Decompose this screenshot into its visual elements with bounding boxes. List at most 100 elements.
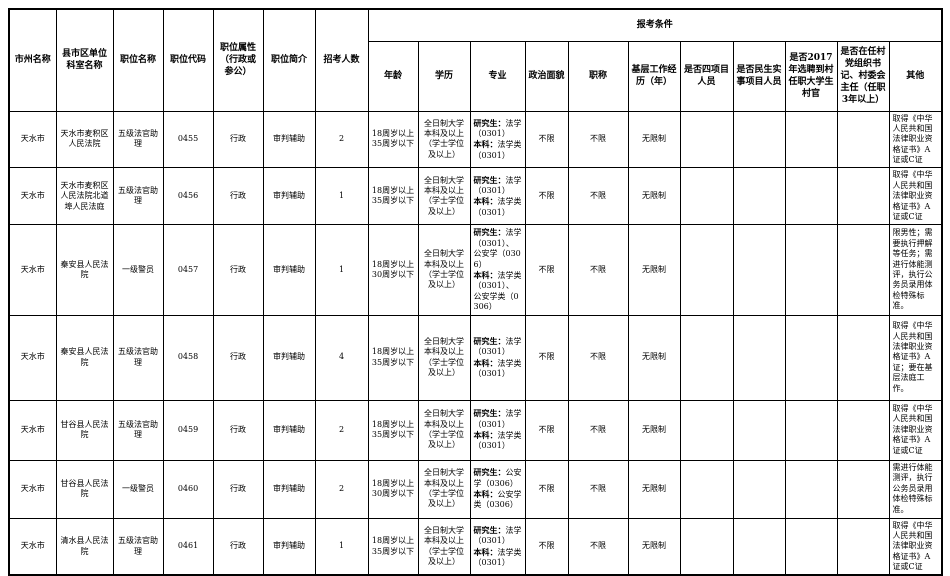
cell-experience: 无限制 <box>627 459 681 519</box>
cell-intro: 审判辅助 <box>262 167 316 226</box>
cell-attribute: 行政 <box>212 167 264 226</box>
cell-other: 取得《中华人民共和国法律职业资格证书》A证或C证 <box>888 517 943 576</box>
major-undergraduate: 本科：法学类（0301）、公安学类（0306） <box>474 270 522 313</box>
cell-unit: 甘谷县人民法院 <box>55 399 114 461</box>
major-undergraduate-label: 本科： <box>473 546 498 557</box>
cell-livelihood <box>732 110 786 169</box>
major-undergraduate-value: 法学类（0301） <box>473 140 522 160</box>
cell-attribute: 行政 <box>212 224 264 316</box>
major-undergraduate-value: 公安学类（0306） <box>473 490 522 510</box>
cell-position: 五级法官助理 <box>112 399 164 461</box>
cell-code: 0459 <box>162 399 214 461</box>
cell-experience: 无限制 <box>627 110 681 169</box>
cell-major: 研究生：法学（0301） 本科：法学类（0301） <box>469 314 526 401</box>
col-header-conditions: 报考条件 <box>367 8 943 42</box>
cell-count: 1 <box>314 167 369 226</box>
major-graduate-value: 公安学（0306） <box>473 468 522 488</box>
col-header-code: 职位代码 <box>162 8 214 112</box>
cell-political: 不限 <box>524 517 569 576</box>
cell-age: 18周岁以上35周岁以下 <box>367 399 419 461</box>
cell-experience: 无限制 <box>627 399 681 461</box>
cell-other: 需进行体能测评，执行公务员录用体检特殊标准。 <box>888 459 943 519</box>
cell-other: 限男性；需要执行押解等任务；需进行体能测评，执行公务员录用体检特殊标准。 <box>888 224 943 316</box>
cell-village-2017 <box>784 399 838 461</box>
cell-four-project <box>679 314 734 401</box>
major-graduate-label: 研究生： <box>473 408 506 419</box>
cell-position: 五级法官助理 <box>112 110 164 169</box>
cell-four-project <box>679 110 734 169</box>
col-header-position: 职位名称 <box>112 8 164 112</box>
major-undergraduate-label: 本科： <box>473 430 498 441</box>
cell-count: 2 <box>314 399 369 461</box>
col-header-village-2017: 是否2017年选聘到村任职大学生村官 <box>784 40 838 112</box>
cell-livelihood <box>732 224 786 316</box>
cell-unit: 秦安县人民法院 <box>55 224 114 316</box>
cell-attribute: 行政 <box>212 459 264 519</box>
cell-unit: 天水市麦积区人民法院北道埠人民法庭 <box>55 167 114 226</box>
cell-four-project <box>679 517 734 576</box>
col-header-city: 市州名称 <box>8 8 57 112</box>
cell-major: 研究生：法学（0301） 本科：法学类（0301） <box>469 110 526 169</box>
cell-livelihood <box>732 517 786 576</box>
col-header-four-project: 是否四项目人员 <box>679 40 734 112</box>
job-positions-table: 市州名称 县市区单位科室名称 职位名称 职位代码 职位属性（行政或参公） 职位简… <box>8 8 944 576</box>
cell-four-project <box>679 167 734 226</box>
cell-city: 天水市 <box>8 167 57 226</box>
major-graduate: 研究生：法学（0301） <box>474 408 522 430</box>
cell-major: 研究生：法学（0301） 本科：法学类（0301） <box>469 399 526 461</box>
cell-experience: 无限制 <box>627 167 681 226</box>
cell-count: 2 <box>314 110 369 169</box>
cell-intro: 审判辅助 <box>262 517 316 576</box>
cell-education: 全日制大学本科及以上（学士学位及以上） <box>417 399 471 461</box>
cell-code: 0460 <box>162 459 214 519</box>
major-undergraduate-label: 本科： <box>473 139 498 150</box>
cell-title: 不限 <box>567 224 629 316</box>
cell-age: 18周岁以上35周岁以下 <box>367 110 419 169</box>
cell-political: 不限 <box>524 224 569 316</box>
cell-education: 全日制大学本科及以上（学士学位及以上） <box>417 167 471 226</box>
col-header-education: 学历 <box>417 40 471 112</box>
major-graduate-value: 法学（0301） <box>473 118 522 139</box>
cell-livelihood <box>732 399 786 461</box>
major-undergraduate-label: 本科： <box>473 489 498 500</box>
cell-four-project <box>679 459 734 519</box>
cell-city: 天水市 <box>8 399 57 461</box>
cell-title: 不限 <box>567 167 629 226</box>
col-header-livelihood: 是否民生实事项目人员 <box>732 40 786 112</box>
cell-attribute: 行政 <box>212 517 264 576</box>
major-graduate-label: 研究生： <box>473 227 506 238</box>
cell-village-secretary <box>836 224 890 316</box>
cell-four-project <box>679 399 734 461</box>
cell-count: 1 <box>314 517 369 576</box>
major-graduate-label: 研究生： <box>473 467 506 478</box>
cell-intro: 审判辅助 <box>262 459 316 519</box>
major-graduate: 研究生：法学（0301） <box>474 336 522 358</box>
cell-unit: 秦安县人民法院 <box>55 314 114 401</box>
cell-attribute: 行政 <box>212 314 264 401</box>
table-row: 天水市 天水市麦积区人民法院北道埠人民法庭 五级法官助理 0456 行政 审判辅… <box>8 167 943 226</box>
col-header-attribute: 职位属性（行政或参公） <box>212 8 264 112</box>
cell-other: 取得《中华人民共和国法律职业资格证书》A证或C证 <box>888 167 943 226</box>
col-header-major: 专业 <box>469 40 526 112</box>
cell-position: 一级警员 <box>112 459 164 519</box>
cell-position: 一级警员 <box>112 224 164 316</box>
cell-intro: 审判辅助 <box>262 399 316 461</box>
cell-age: 18周岁以上30周岁以下 <box>367 459 419 519</box>
cell-village-secretary <box>836 517 890 576</box>
cell-education: 全日制大学本科及以上（学士学位及以上） <box>417 517 471 576</box>
cell-village-secretary <box>836 459 890 519</box>
cell-count: 4 <box>314 314 369 401</box>
cell-unit: 天水市麦积区人民法院 <box>55 110 114 169</box>
cell-village-2017 <box>784 314 838 401</box>
col-header-political: 政治面貌 <box>524 40 569 112</box>
cell-unit: 清水县人民法院 <box>55 517 114 576</box>
cell-education: 全日制大学本科及以上（学士学位及以上） <box>417 314 471 401</box>
table-row: 天水市 天水市麦积区人民法院 五级法官助理 0455 行政 审判辅助 2 18周… <box>8 110 943 169</box>
cell-experience: 无限制 <box>627 517 681 576</box>
cell-livelihood <box>732 459 786 519</box>
cell-village-2017 <box>784 517 838 576</box>
major-graduate-value: 法学（0301） <box>473 336 522 357</box>
cell-experience: 无限制 <box>627 314 681 401</box>
cell-code: 0455 <box>162 110 214 169</box>
cell-city: 天水市 <box>8 110 57 169</box>
